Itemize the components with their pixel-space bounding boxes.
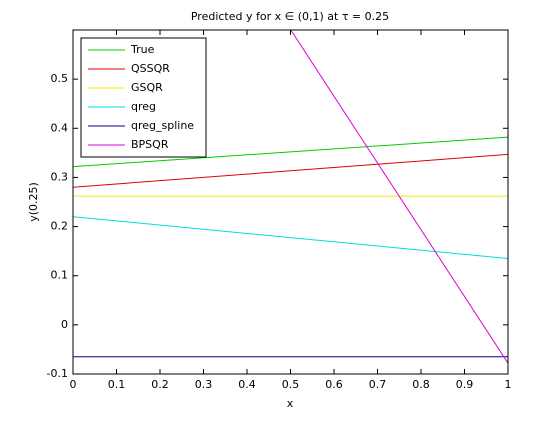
y-tick-label: 0.2 [51,220,69,233]
x-tick-label: 0.2 [151,378,169,391]
y-tick-label: 0.1 [51,269,69,282]
x-tick-label: 0.4 [238,378,256,391]
plot-area [73,30,508,364]
x-tick-label: 0.3 [195,378,213,391]
y-tick-label: 0.5 [51,72,69,85]
x-tick-label: 0.8 [412,378,430,391]
series-line [73,153,508,188]
y-tick-label: 0.4 [51,121,69,134]
legend-label: BPSQR [131,138,169,151]
legend-label: QSSQR [131,62,170,75]
x-tick-label: 0 [70,378,77,391]
x-tick-label: 0.6 [325,378,343,391]
series-line [290,30,508,364]
chart-title: Predicted y for x ∈ (0,1) at τ = 0.25 [191,10,389,23]
x-axis-label: x [287,397,294,410]
x-tick-label: 0.1 [108,378,126,391]
legend-box [80,37,207,158]
y-tick-label: -0.1 [47,367,68,380]
x-tick-label: 0.7 [369,378,387,391]
x-tick-label: 0.5 [282,378,300,391]
x-tick-label: 0.9 [456,378,474,391]
y-axis-label: y(0.25) [27,182,40,222]
series-line [73,216,508,260]
x-tick-label: 1 [505,378,512,391]
legend-label: qreg_spline [131,119,194,132]
legend-label: True [130,43,155,56]
y-tick-label: 0.3 [51,170,69,183]
legend-label: GSQR [131,81,163,94]
y-tick-label: 0 [61,318,68,331]
legend-label: qreg [131,100,156,113]
series-line [73,136,508,168]
